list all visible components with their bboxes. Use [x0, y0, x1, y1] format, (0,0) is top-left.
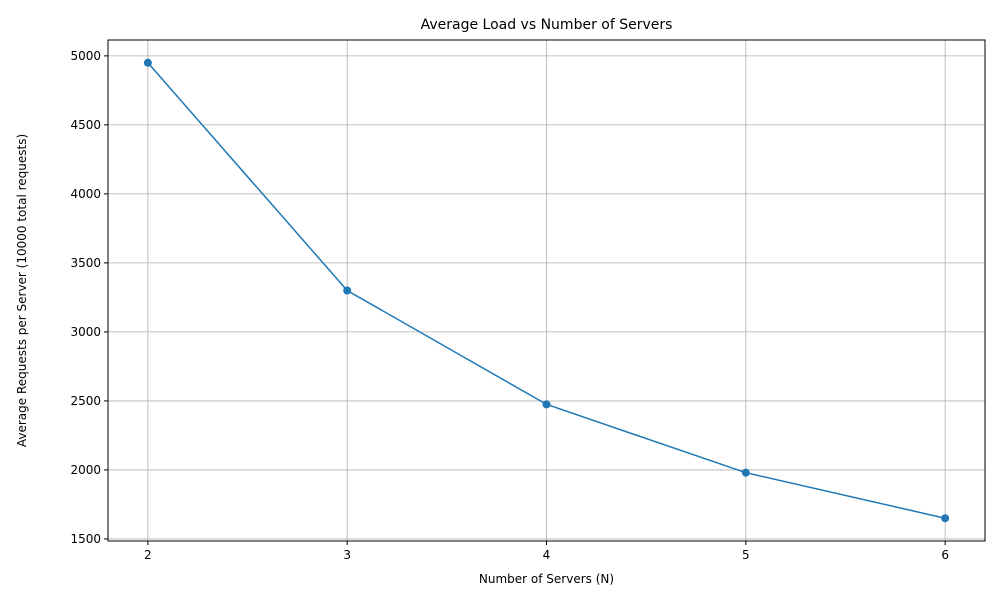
x-tick-label: 6	[941, 548, 949, 562]
y-tick-label: 5000	[70, 49, 101, 63]
chart-title: Average Load vs Number of Servers	[421, 17, 673, 33]
data-point	[143, 58, 152, 67]
x-tick-label: 4	[543, 548, 551, 562]
data-point	[542, 400, 551, 409]
y-tick-label: 2000	[70, 463, 101, 477]
y-tick-label: 1500	[70, 532, 101, 546]
x-tick-label: 5	[742, 548, 750, 562]
x-tick-label: 3	[343, 548, 351, 562]
x-axis-label: Number of Servers (N)	[479, 572, 614, 586]
series-layer	[143, 58, 950, 523]
y-tick-label: 4500	[70, 118, 101, 132]
data-point	[343, 286, 352, 295]
axis-ticks: 2 3 4 5 6 1500 2000 2500 3000 3500 4000 4500 5000	[70, 49, 949, 562]
grid	[108, 40, 985, 541]
x-tick-label: 2	[144, 548, 152, 562]
y-tick-label: 3500	[70, 256, 101, 270]
y-axis-label: Average Requests per Server (10000 total…	[15, 134, 29, 447]
data-point	[741, 468, 750, 477]
y-tick-label: 2500	[70, 394, 101, 408]
data-point	[941, 514, 950, 523]
y-tick-label: 3000	[70, 325, 101, 339]
y-tick-label: 4000	[70, 187, 101, 201]
